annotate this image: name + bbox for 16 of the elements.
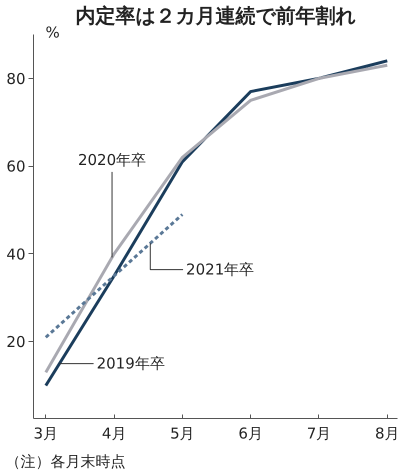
text: （注）各月末時点	[6, 452, 126, 470]
x-tick-label: 5月	[170, 424, 195, 442]
y-tick-label: 20	[6, 333, 26, 352]
series-label: 2020年卒	[78, 150, 146, 169]
series-label: 2019年卒	[96, 354, 165, 373]
y-tick-label: 40	[6, 245, 26, 264]
x-tick-label: 4月	[102, 424, 126, 442]
x-tick-label: 6月	[238, 424, 263, 442]
y-tick-label: 80	[6, 70, 26, 88]
text: 2021年卒	[186, 260, 254, 279]
x-tick-label: 3月	[34, 424, 58, 442]
y-axis-title: %	[46, 24, 60, 42]
x-tick-label: 7月	[306, 424, 332, 442]
x-tick-label: 8月	[374, 424, 400, 442]
chart-title: 内定率は２カ月連続で前年割れ	[76, 4, 356, 28]
y-tick-label: 60	[6, 158, 26, 176]
